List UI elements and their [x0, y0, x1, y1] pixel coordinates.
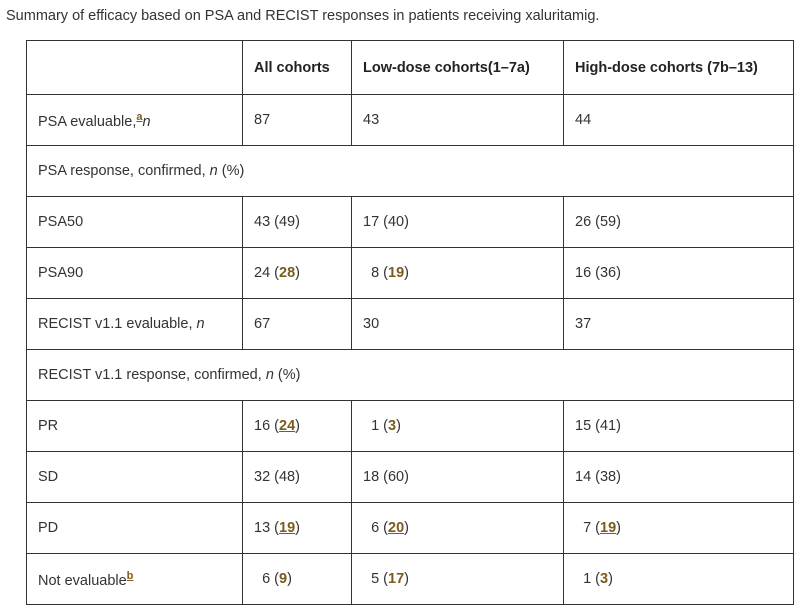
cell-low: 30	[351, 298, 564, 350]
reference-link[interactable]: 3	[388, 418, 397, 434]
table-caption: Summary of efficacy based on PSA and REC…	[6, 8, 600, 24]
cell-high: 26 (59)	[563, 196, 794, 248]
cell-high: 7 (19)	[563, 502, 794, 554]
cell-low: 5 (17)	[351, 553, 564, 605]
cell-all: 24 (28)	[242, 247, 352, 299]
table-row-psa-response-heading: PSA response, confirmed, n (%)	[26, 145, 794, 197]
table-row-not-evaluable: Not evaluableb 6 (9) 5 (17) 1 (3)	[26, 553, 794, 605]
table-row-psa50: PSA50 43 (49) 17 (40) 26 (59)	[26, 196, 794, 248]
cell-low: 18 (60)	[351, 451, 564, 503]
reference-link[interactable]: 28	[279, 265, 296, 281]
efficacy-table: All cohorts Low-dose cohorts(1–7a) High-…	[26, 40, 794, 605]
reference-link[interactable]: 19	[600, 520, 617, 536]
footnote-b-link[interactable]: b	[126, 569, 134, 582]
cell-all: 32 (48)	[242, 451, 352, 503]
row-label: PSA evaluable,an	[26, 94, 243, 146]
row-label: PD	[26, 502, 243, 554]
table-row-recist-evaluable: RECIST v1.1 evaluable, n 67 30 37	[26, 298, 794, 350]
row-label: PSA50	[26, 196, 243, 248]
header-blank-cell	[26, 40, 243, 95]
cell-all: 67	[242, 298, 352, 350]
row-label: RECIST v1.1 evaluable, n	[26, 298, 243, 350]
reference-link[interactable]: 19	[388, 265, 405, 281]
reference-link[interactable]: 20	[388, 520, 405, 536]
cell-low: 43	[351, 94, 564, 146]
table-row-pr: PR 16 (24) 1 (3) 15 (41)	[26, 400, 794, 452]
reference-link[interactable]: 24	[279, 418, 296, 434]
table-header-row: All cohorts Low-dose cohorts(1–7a) High-…	[26, 40, 794, 95]
table-row-pd: PD 13 (19) 6 (20) 7 (19)	[26, 502, 794, 554]
reference-link[interactable]: 3	[600, 571, 609, 587]
table-row-sd: SD 32 (48) 18 (60) 14 (38)	[26, 451, 794, 503]
header-low-dose-cohorts: Low-dose cohorts(1–7a)	[351, 40, 564, 95]
row-label: SD	[26, 451, 243, 503]
cell-low: 8 (19)	[351, 247, 564, 299]
reference-link[interactable]: 19	[279, 520, 296, 536]
reference-link[interactable]: 17	[388, 571, 405, 587]
cell-high: 1 (3)	[563, 553, 794, 605]
cell-high: 44	[563, 94, 794, 146]
cell-high: 15 (41)	[563, 400, 794, 452]
cell-low: 6 (20)	[351, 502, 564, 554]
section-heading-psa-response: PSA response, confirmed, n (%)	[26, 145, 794, 197]
cell-all: 6 (9)	[242, 553, 352, 605]
cell-low: 1 (3)	[351, 400, 564, 452]
table-row-psa-evaluable: PSA evaluable,an 87 43 44	[26, 94, 794, 146]
cell-all: 43 (49)	[242, 196, 352, 248]
section-heading-recist-response: RECIST v1.1 response, confirmed, n (%)	[26, 349, 794, 401]
cell-high: 16 (36)	[563, 247, 794, 299]
row-label: Not evaluableb	[26, 553, 243, 605]
reference-link[interactable]: 9	[279, 571, 288, 587]
cell-low: 17 (40)	[351, 196, 564, 248]
row-label: PR	[26, 400, 243, 452]
cell-all: 16 (24)	[242, 400, 352, 452]
cell-all: 87	[242, 94, 352, 146]
header-all-cohorts: All cohorts	[242, 40, 352, 95]
cell-high: 37	[563, 298, 794, 350]
header-high-dose-cohorts: High-dose cohorts (7b–13)	[563, 40, 794, 95]
cell-high: 14 (38)	[563, 451, 794, 503]
table-row-recist-response-heading: RECIST v1.1 response, confirmed, n (%)	[26, 349, 794, 401]
cell-all: 13 (19)	[242, 502, 352, 554]
table-row-psa90: PSA90 24 (28) 8 (19) 16 (36)	[26, 247, 794, 299]
row-label: PSA90	[26, 247, 243, 299]
footnote-a-link[interactable]: a	[136, 110, 143, 123]
